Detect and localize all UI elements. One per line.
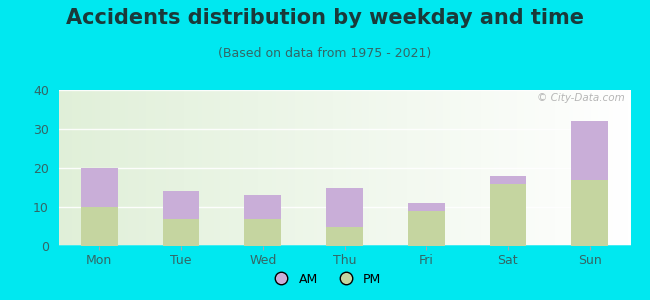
Bar bbox=[81, 207, 118, 246]
Bar bbox=[571, 180, 608, 246]
Bar bbox=[162, 191, 200, 219]
Bar bbox=[326, 188, 363, 226]
Legend: AM, PM: AM, PM bbox=[264, 268, 386, 291]
Bar bbox=[244, 195, 281, 219]
Bar bbox=[244, 219, 281, 246]
Bar bbox=[408, 203, 445, 211]
Bar bbox=[162, 219, 200, 246]
Text: © City-Data.com: © City-Data.com bbox=[537, 93, 625, 103]
Bar bbox=[326, 226, 363, 246]
Text: (Based on data from 1975 - 2021): (Based on data from 1975 - 2021) bbox=[218, 46, 432, 59]
Bar bbox=[489, 176, 526, 184]
Bar bbox=[489, 184, 526, 246]
Text: Accidents distribution by weekday and time: Accidents distribution by weekday and ti… bbox=[66, 8, 584, 28]
Bar bbox=[408, 211, 445, 246]
Bar bbox=[81, 168, 118, 207]
Bar bbox=[571, 121, 608, 180]
